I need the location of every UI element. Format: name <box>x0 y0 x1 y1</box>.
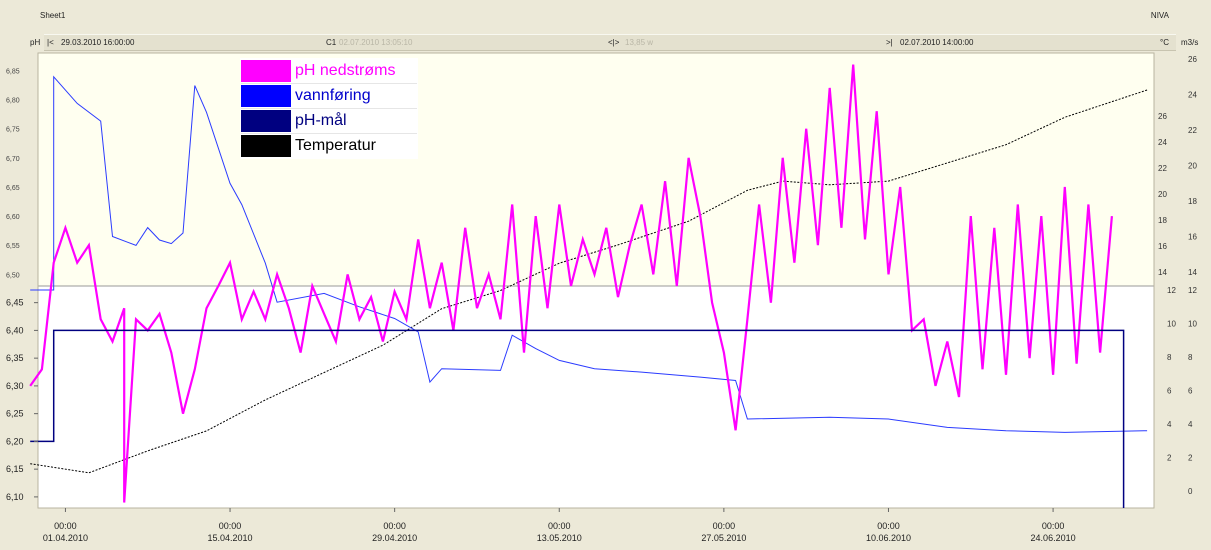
span-label: 13,85 w <box>625 38 654 47</box>
flow-tick-label: 12 <box>1188 286 1197 295</box>
temperature-tick-label: 16 <box>1158 242 1167 251</box>
x-tick-date: 01.04.2010 <box>43 533 88 543</box>
cursor-bar: pH |< 29.03.2010 16:00:00 C1 02.07.2010 … <box>30 34 1208 51</box>
ph-tick-label-upper: 6,65 <box>6 185 20 192</box>
brand-label: NIVA <box>1150 11 1169 20</box>
ph-tick-label-upper: 6,55 <box>6 243 20 250</box>
x-tick-time: 00:00 <box>54 521 77 531</box>
legend-item-flow[interactable]: vannføring <box>241 84 417 109</box>
secondary-tick-label: 10 <box>1167 320 1176 329</box>
flow-tick-label: 16 <box>1188 233 1197 242</box>
flow-tick-label: 26 <box>1188 55 1197 64</box>
x-tick-time: 00:00 <box>713 521 736 531</box>
legend-label: pH nedstrøms <box>295 62 396 79</box>
flow-tick-label: 4 <box>1188 420 1193 429</box>
legend-label: pH-mål <box>295 112 347 129</box>
ph-tick-label-upper: 6,75 <box>6 127 20 134</box>
temperature-tick-label: 18 <box>1158 216 1167 225</box>
pan-arrows-button[interactable]: <|> <box>608 38 620 47</box>
legend-swatch <box>241 85 291 107</box>
ph-tick-label-upper: 6,60 <box>6 214 20 221</box>
legend-swatch <box>241 60 291 82</box>
x-tick-date: 13.05.2010 <box>537 533 582 543</box>
temperature-tick-label: 26 <box>1158 112 1167 121</box>
jump-end-button[interactable]: >| <box>886 38 893 47</box>
unit-flow: m3/s <box>1181 38 1199 47</box>
flow-line <box>30 75 1148 433</box>
ph-tick-label: 6,20 <box>6 436 24 446</box>
end-time: 02.07.2010 14:00:00 <box>900 38 974 47</box>
legend-label: vannføring <box>295 87 371 104</box>
legend-item-ph-downstream[interactable]: pH nedstrøms <box>241 59 417 84</box>
ph-tick-label-upper: 6,70 <box>6 156 20 163</box>
window-title-bar: Sheet1 NIVA <box>0 0 1211 28</box>
x-tick-time: 00:00 <box>1042 521 1065 531</box>
legend-item-ph-target[interactable]: pH-mål <box>241 109 417 134</box>
x-tick-date: 15.04.2010 <box>208 533 253 543</box>
x-tick-time: 00:00 <box>383 521 406 531</box>
legend-item-temperature[interactable]: Temperatur <box>241 134 417 158</box>
chart-legend: pH nedstrøms vannføring pH-mål Temperatu… <box>240 58 418 159</box>
secondary-tick-label: 2 <box>1167 454 1172 463</box>
x-tick-date: 24.06.2010 <box>1031 533 1076 543</box>
flow-tick-label: 24 <box>1188 91 1197 100</box>
ph-tick-label: 6,40 <box>6 325 24 335</box>
flow-tick-label: 6 <box>1188 387 1193 396</box>
x-tick-date: 29.04.2010 <box>372 533 417 543</box>
ph-downstream-line <box>29 64 1113 503</box>
flow-tick-label: 14 <box>1188 268 1197 277</box>
ph-tick-label: 6,35 <box>6 353 24 363</box>
legend-label: Temperatur <box>295 137 376 154</box>
secondary-tick-label: 6 <box>1167 387 1172 396</box>
x-tick-date: 10.06.2010 <box>866 533 911 543</box>
ph-tick-label: 6,30 <box>6 381 24 391</box>
legend-swatch <box>241 135 291 157</box>
temperature-tick-label: 24 <box>1158 138 1167 147</box>
ph-tick-label: 6,10 <box>6 492 24 502</box>
ph-tick-label: 6,15 <box>6 464 24 474</box>
flow-tick-label: 2 <box>1188 454 1193 463</box>
temperature-tick-label: 14 <box>1158 268 1167 277</box>
ph-tick-label: 6,45 <box>6 298 24 308</box>
ph-tick-label: 6,25 <box>6 409 24 419</box>
secondary-tick-label: 12 <box>1167 286 1176 295</box>
temperature-tick-label: 20 <box>1158 190 1167 199</box>
upper-plot-area <box>38 53 1154 286</box>
secondary-tick-label: 4 <box>1167 420 1172 429</box>
x-tick-date: 27.05.2010 <box>701 533 746 543</box>
flow-tick-label: 20 <box>1188 162 1197 171</box>
jump-start-button[interactable]: |< <box>47 38 54 47</box>
ph-tick-label-upper: 6,50 <box>6 272 20 279</box>
flow-tick-label: 0 <box>1188 487 1193 496</box>
cursor-label[interactable]: C1 <box>326 38 337 47</box>
flow-tick-label: 10 <box>1188 320 1197 329</box>
ph-tick-label-upper: 6,80 <box>6 98 20 105</box>
x-tick-time: 00:00 <box>219 521 242 531</box>
lower-plot-area <box>38 286 1154 508</box>
plot-border <box>37 52 1155 509</box>
x-tick-time: 00:00 <box>877 521 900 531</box>
left-axis-unit: pH <box>30 38 41 47</box>
temperature-tick-label: 22 <box>1158 164 1167 173</box>
sheet-title: Sheet1 <box>40 11 66 20</box>
x-tick-time: 00:00 <box>548 521 571 531</box>
cursor-strip <box>44 34 1176 51</box>
ph-target-line <box>30 329 1125 508</box>
cursor-time: 02.07.2010 13:05:10 <box>339 38 413 47</box>
legend-swatch <box>241 110 291 132</box>
flow-tick-label: 22 <box>1188 126 1197 135</box>
flow-tick-label: 18 <box>1188 197 1197 206</box>
start-time: 29.03.2010 16:00:00 <box>61 38 135 47</box>
unit-celsius: °C <box>1160 38 1169 47</box>
flow-tick-label: 8 <box>1188 353 1193 362</box>
ph-tick-label-upper: 6,85 <box>6 68 20 75</box>
secondary-tick-label: 8 <box>1167 353 1172 362</box>
